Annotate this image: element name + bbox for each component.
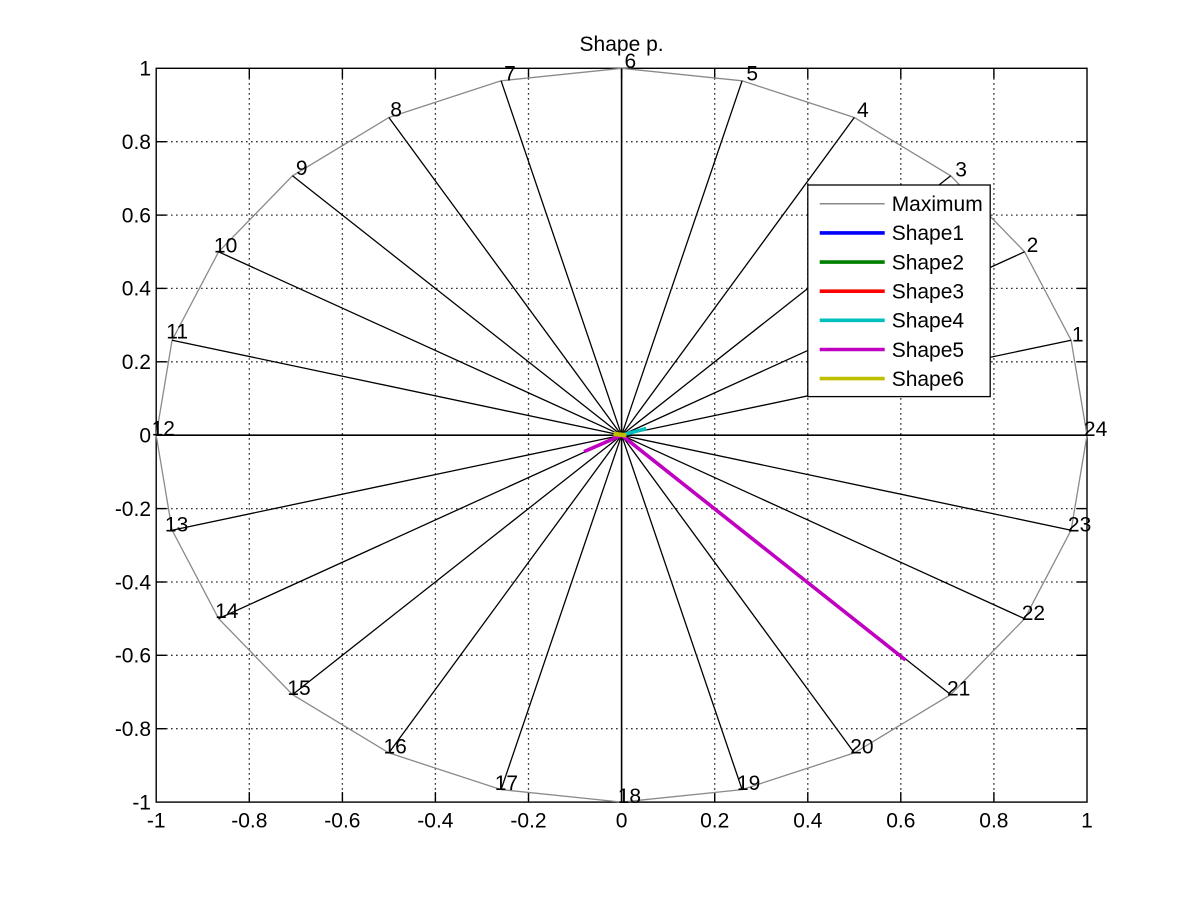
svg-text:12: 12 xyxy=(152,418,175,441)
svg-text:10: 10 xyxy=(214,235,237,258)
svg-text:Shape6: Shape6 xyxy=(892,368,964,391)
svg-text:Shape2: Shape2 xyxy=(892,251,964,274)
svg-text:18: 18 xyxy=(618,785,641,808)
svg-text:14: 14 xyxy=(215,600,239,623)
svg-text:0.2: 0.2 xyxy=(700,810,729,833)
svg-text:-0.6: -0.6 xyxy=(324,810,360,833)
svg-text:Shape5: Shape5 xyxy=(892,339,964,362)
svg-text:7: 7 xyxy=(504,62,516,85)
svg-text:19: 19 xyxy=(737,772,760,795)
svg-text:0.6: 0.6 xyxy=(122,204,151,227)
svg-text:1: 1 xyxy=(1072,323,1084,346)
svg-text:3: 3 xyxy=(955,158,967,181)
svg-text:0.6: 0.6 xyxy=(886,810,915,833)
svg-text:15: 15 xyxy=(287,677,310,700)
svg-text:2: 2 xyxy=(1027,234,1039,257)
svg-text:24: 24 xyxy=(1084,418,1108,441)
svg-text:0.8: 0.8 xyxy=(122,131,151,154)
svg-text:5: 5 xyxy=(746,62,758,85)
svg-text:16: 16 xyxy=(384,736,407,759)
svg-text:Shape4: Shape4 xyxy=(892,310,965,333)
svg-text:-0.8: -0.8 xyxy=(231,810,267,833)
svg-text:23: 23 xyxy=(1068,514,1091,537)
svg-text:8: 8 xyxy=(390,99,402,122)
svg-text:-0.4: -0.4 xyxy=(417,810,454,833)
svg-text:-0.4: -0.4 xyxy=(115,571,152,594)
svg-text:-0.8: -0.8 xyxy=(115,718,151,741)
svg-text:-1: -1 xyxy=(147,810,166,833)
svg-text:1: 1 xyxy=(1081,810,1093,833)
svg-text:Shape1: Shape1 xyxy=(892,222,964,245)
svg-text:1: 1 xyxy=(139,58,151,81)
svg-text:-1: -1 xyxy=(132,791,151,814)
svg-text:0.2: 0.2 xyxy=(122,351,151,374)
svg-text:4: 4 xyxy=(857,99,869,122)
svg-text:17: 17 xyxy=(495,772,518,795)
svg-text:11: 11 xyxy=(166,321,188,344)
svg-text:Shape3: Shape3 xyxy=(892,281,964,304)
svg-text:0.4: 0.4 xyxy=(793,810,823,833)
svg-text:20: 20 xyxy=(850,735,873,758)
svg-text:6: 6 xyxy=(625,50,637,73)
svg-text:-0.6: -0.6 xyxy=(115,645,151,668)
svg-text:0.8: 0.8 xyxy=(979,810,1008,833)
svg-text:-0.2: -0.2 xyxy=(510,810,546,833)
svg-text:Shape p.: Shape p. xyxy=(580,33,664,56)
svg-text:13: 13 xyxy=(165,513,188,536)
svg-text:0.4: 0.4 xyxy=(122,278,152,301)
svg-text:22: 22 xyxy=(1022,602,1045,625)
svg-text:0: 0 xyxy=(139,425,151,448)
svg-text:-0.2: -0.2 xyxy=(115,498,151,521)
svg-text:21: 21 xyxy=(947,677,970,700)
svg-text:0: 0 xyxy=(616,810,628,833)
svg-text:9: 9 xyxy=(296,157,308,180)
svg-text:Maximum: Maximum xyxy=(892,193,983,216)
